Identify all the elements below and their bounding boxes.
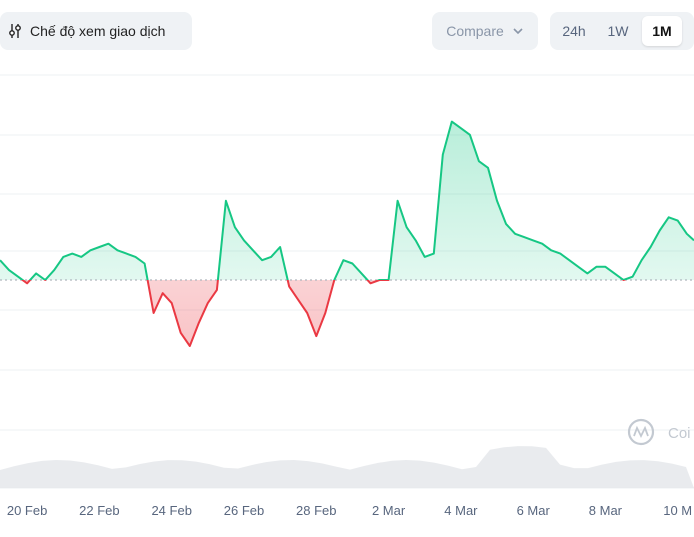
x-tick-label: 8 Mar: [589, 503, 623, 518]
price-chart-svg: Coi 20 Feb 22 Feb 24 Feb 26 Feb 28 Feb 2 Mar 4…: [0, 74, 694, 518]
price-line-down: [20, 280, 627, 347]
volume-area: [0, 446, 694, 488]
area-fill-up: [0, 121, 694, 280]
trading-view-mode-label: Chế độ xem giao dịch: [30, 23, 166, 39]
time-range-selector: 24h 1W 1M: [550, 12, 694, 50]
x-tick-label: 24 Feb: [151, 503, 191, 518]
area-fill-down: [0, 280, 694, 346]
settings-sliders-icon: [6, 22, 24, 40]
price-chart: Coi 20 Feb 22 Feb 24 Feb 26 Feb 28 Feb 2 Mar 4…: [0, 60, 694, 532]
volume-shape: [0, 446, 694, 488]
coinmarketcap-watermark: Coi: [627, 418, 691, 446]
x-tick-label: 2 Mar: [372, 503, 406, 518]
chart-toolbar: Chế độ xem giao dịch Compare 24h 1W 1M: [0, 0, 694, 60]
x-tick-label: 10 M: [663, 503, 692, 518]
price-area-fill: [0, 121, 694, 346]
range-1m-button[interactable]: 1M: [642, 16, 682, 46]
compare-dropdown[interactable]: Compare: [432, 12, 538, 50]
x-tick-label: 6 Mar: [517, 503, 551, 518]
compare-label: Compare: [446, 23, 504, 39]
x-tick-label: 26 Feb: [224, 503, 264, 518]
x-tick-label: 28 Feb: [296, 503, 336, 518]
price-line: [0, 120, 694, 347]
chevron-down-icon: [512, 25, 524, 37]
grid-lines: [0, 74, 694, 489]
range-24h-button[interactable]: 24h: [562, 23, 586, 39]
coinmarketcap-logo-icon: [627, 418, 655, 446]
range-1w-button[interactable]: 1W: [607, 23, 629, 39]
x-tick-label: 4 Mar: [444, 503, 478, 518]
x-axis-ticks: 20 Feb 22 Feb 24 Feb 26 Feb 28 Feb 2 Mar 4 Mar…: [7, 503, 692, 518]
x-tick-label: 20 Feb: [7, 503, 47, 518]
x-tick-label: 22 Feb: [79, 503, 119, 518]
price-line-up: [0, 120, 694, 280]
trading-view-mode-button[interactable]: Chế độ xem giao dịch: [0, 12, 192, 50]
watermark-text: Coi: [668, 425, 691, 442]
